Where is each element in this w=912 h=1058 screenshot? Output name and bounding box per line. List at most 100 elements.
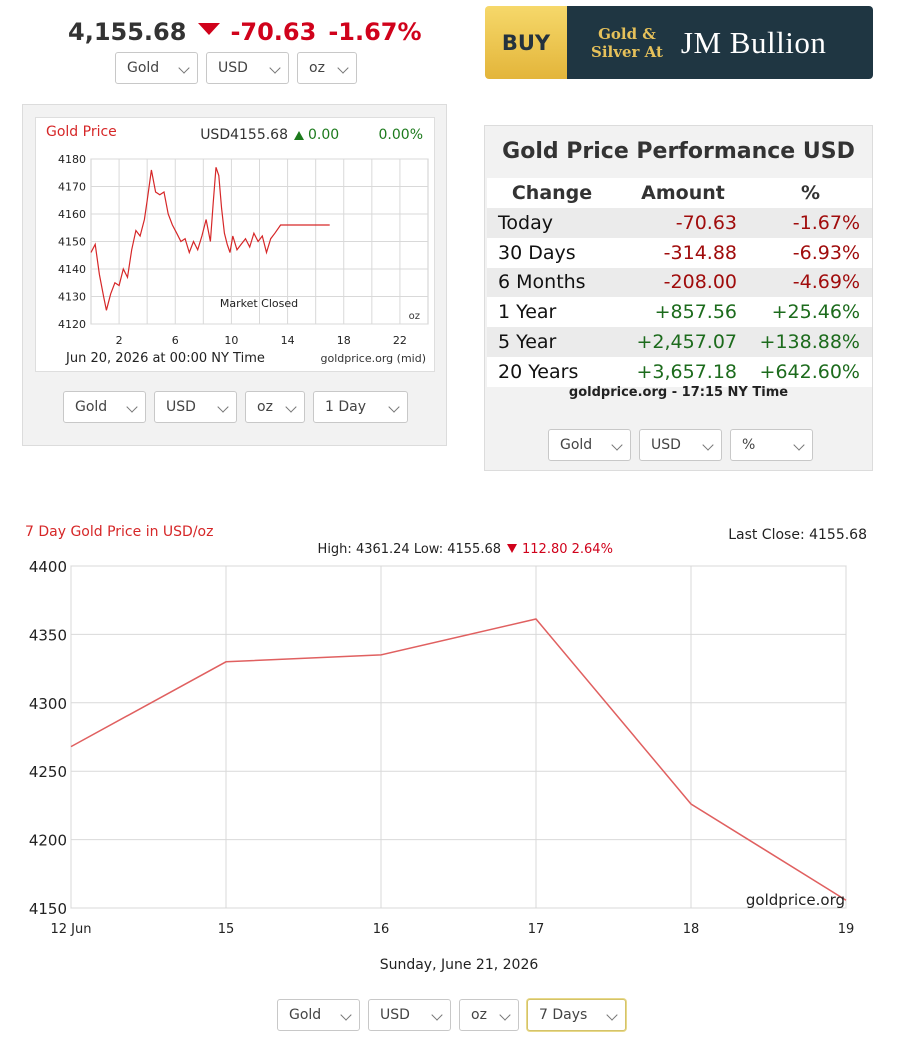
- metal-select[interactable]: Gold: [63, 391, 146, 423]
- current-price: 4,155.68: [68, 18, 187, 46]
- timeframe-select[interactable]: 7 Days: [527, 999, 626, 1031]
- x-tick-label: 18: [683, 922, 700, 937]
- chevron-down-icon: [793, 439, 805, 451]
- y-tick-label: 4180: [58, 153, 86, 166]
- live-chart-panel: Gold Price USD4155.68 0.00 0.00% 4120 413…: [22, 104, 447, 446]
- row-percent: -4.69%: [749, 267, 872, 298]
- row-percent: +25.46%: [749, 297, 872, 328]
- live-chart-selectors: Gold USD oz 1 Day: [63, 391, 408, 423]
- live-chart-unit-label: oz: [409, 311, 420, 322]
- row-amount: +2,457.07: [617, 327, 749, 357]
- ad-buy-label: BUY: [485, 6, 567, 79]
- row-percent: +138.88%: [749, 327, 872, 357]
- live-chart-title: Gold Price: [46, 124, 117, 140]
- jm-bullion-ad[interactable]: BUY Gold & Silver At JM Bullion: [485, 6, 873, 79]
- x-tick-label: 2: [116, 334, 123, 347]
- period-change: 112.80 2.64%: [522, 542, 613, 557]
- performance-row: 1 Year +857.56 +25.46%: [487, 297, 872, 328]
- x-tick-label: 10: [224, 334, 238, 347]
- row-label: 1 Year: [487, 297, 617, 328]
- price-change: -70.63: [230, 18, 317, 46]
- down-triangle-icon: [507, 544, 517, 553]
- row-amount: +3,657.18: [617, 356, 749, 387]
- currency-select[interactable]: USD: [368, 999, 451, 1031]
- unit-select[interactable]: oz: [297, 52, 357, 84]
- row-label: 20 Years: [487, 356, 617, 387]
- chevron-down-icon: [269, 62, 281, 74]
- chevron-down-icon: [285, 401, 297, 413]
- x-tick-label: 14: [281, 334, 295, 347]
- seven-day-selectors: Gold USD oz 7 Days: [277, 999, 626, 1031]
- x-tick-label: 16: [373, 922, 390, 937]
- change-type-select[interactable]: %: [730, 429, 813, 461]
- row-label: Today: [487, 208, 617, 238]
- metal-select[interactable]: Gold: [548, 429, 631, 461]
- live-chart-quote-change: 0.00: [308, 127, 339, 143]
- metal-select[interactable]: Gold: [277, 999, 360, 1031]
- live-chart-date: Jun 20, 2026 at 00:00 NY Time: [65, 351, 265, 366]
- metal-select[interactable]: Gold: [115, 52, 198, 84]
- currency-select[interactable]: USD: [206, 52, 289, 84]
- chevron-down-icon: [217, 401, 229, 413]
- y-tick-label: 4120: [58, 318, 86, 331]
- x-tick-label: 15: [218, 922, 235, 937]
- x-tick-label: 17: [528, 922, 545, 937]
- x-tick-label: 18: [337, 334, 351, 347]
- live-chart-quote-percent: 0.00%: [379, 127, 423, 143]
- live-chart-x-ticks: 2 6 10 14 18 22: [116, 334, 407, 347]
- chevron-down-icon: [499, 1009, 511, 1021]
- live-chart-price-line: [90, 167, 330, 311]
- performance-row: 6 Months -208.00 -4.69%: [487, 267, 872, 298]
- chevron-down-icon: [337, 62, 349, 74]
- unit-select[interactable]: oz: [459, 999, 519, 1031]
- performance-row: Today -70.63 -1.67%: [487, 208, 872, 238]
- ad-tagline-line1: Gold &: [598, 24, 656, 43]
- price-change-percent: -1.67%: [328, 18, 422, 46]
- y-tick-label: 4140: [58, 263, 86, 276]
- y-tick-label: 4150: [29, 900, 67, 918]
- live-chart-source: goldprice.org (mid): [321, 352, 427, 365]
- header-change: Change: [487, 178, 617, 208]
- y-tick-label: 4170: [58, 181, 86, 194]
- performance-panel: Gold Price Performance USD Change Amount…: [484, 125, 873, 471]
- performance-selectors: Gold USD %: [548, 429, 813, 461]
- y-tick-label: 4250: [29, 763, 67, 781]
- unit-select[interactable]: oz: [245, 391, 305, 423]
- performance-row: 20 Years +3,657.18 +642.60%: [487, 356, 872, 387]
- chevron-down-icon: [340, 1009, 352, 1021]
- x-tick-label: 22: [393, 334, 407, 347]
- live-chart-y-ticks: 4120 4130 4140 4150 4160 4170 4180: [58, 153, 86, 331]
- currency-select[interactable]: USD: [154, 391, 237, 423]
- row-amount: -208.00: [617, 267, 749, 298]
- performance-row: 30 Days -314.88 -6.93%: [487, 237, 872, 268]
- chart-watermark: goldprice.org: [746, 891, 845, 909]
- y-tick-label: 4130: [58, 291, 86, 304]
- seven-day-chart: 7 Day Gold Price in USD/oz Last Close: 4…: [0, 510, 912, 985]
- live-chart-grid: [90, 158, 429, 325]
- ad-brand-area: Gold & Silver At JM Bullion: [567, 6, 873, 79]
- up-triangle-icon: [294, 131, 304, 140]
- performance-table: Change Amount % Today -70.63 -1.67% 30 Days…: [487, 178, 872, 387]
- last-close-label: Last Close: 4155.68: [728, 527, 867, 543]
- performance-source: goldprice.org - 17:15 NY Time: [568, 385, 789, 400]
- row-percent: -1.67%: [749, 208, 872, 238]
- chevron-down-icon: [178, 62, 190, 74]
- row-label: 30 Days: [487, 237, 617, 268]
- x-tick-label: 6: [172, 334, 179, 347]
- x-tick-label: 12 Jun: [51, 922, 92, 937]
- currency-select[interactable]: USD: [639, 429, 722, 461]
- x-tick-label: 19: [838, 922, 855, 937]
- chevron-down-icon: [702, 439, 714, 451]
- ad-tagline-line2: Silver At: [591, 42, 663, 61]
- seven-day-chart-xlabel: Sunday, June 21, 2026: [380, 957, 539, 973]
- ad-brand-logo: JM Bullion: [680, 24, 827, 60]
- y-tick-label: 4150: [58, 236, 86, 249]
- performance-row: 5 Year +2,457.07 +138.88%: [487, 327, 872, 357]
- chevron-down-icon: [611, 439, 623, 451]
- live-chart: Gold Price USD4155.68 0.00 0.00% 4120 413…: [35, 117, 435, 372]
- chevron-down-icon: [388, 401, 400, 413]
- timeframe-select[interactable]: 1 Day: [313, 391, 408, 423]
- row-percent: +642.60%: [749, 356, 872, 387]
- ad-tagline: Gold & Silver At: [591, 25, 663, 61]
- row-amount: -314.88: [617, 237, 749, 268]
